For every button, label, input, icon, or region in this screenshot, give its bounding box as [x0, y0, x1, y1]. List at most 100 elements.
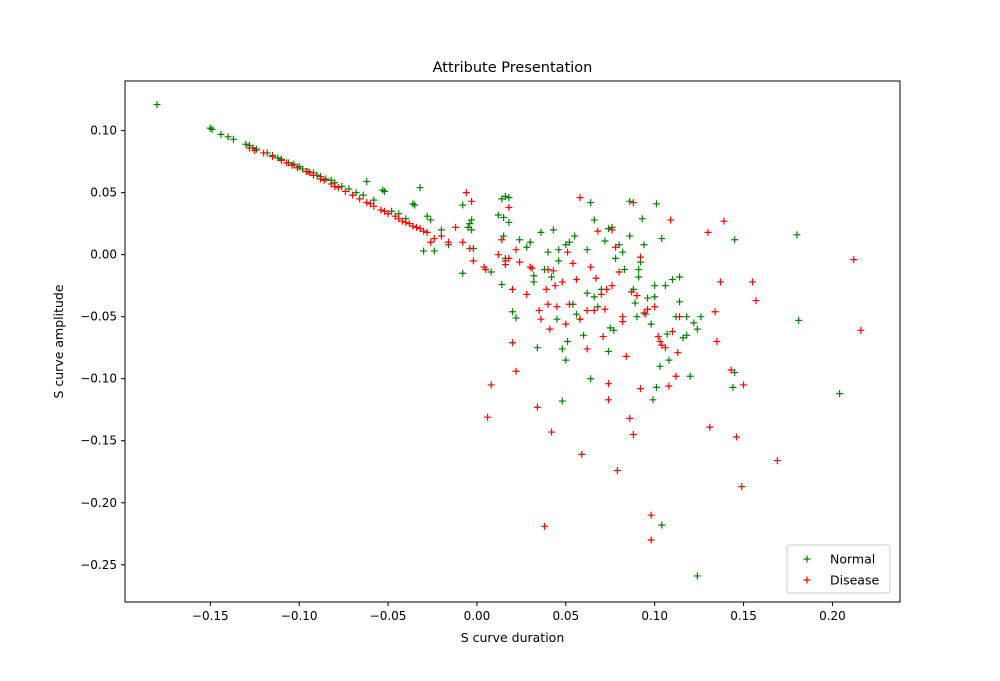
data-point — [572, 310, 580, 318]
data-point — [676, 313, 684, 321]
data-point — [679, 334, 687, 342]
data-point — [752, 297, 760, 305]
data-point — [608, 282, 616, 290]
data-point — [423, 212, 431, 220]
data-point — [580, 331, 588, 339]
data-point — [562, 241, 570, 249]
data-point — [628, 288, 636, 296]
data-point — [629, 431, 637, 439]
data-point — [469, 257, 477, 265]
data-point — [523, 290, 531, 298]
plot-frame — [124, 80, 901, 603]
data-point — [462, 189, 470, 197]
data-point — [548, 428, 556, 436]
data-point — [649, 396, 657, 404]
data-point — [578, 450, 586, 458]
data-point — [509, 285, 516, 293]
data-point — [603, 285, 611, 293]
data-point — [652, 383, 660, 391]
data-point — [459, 269, 467, 277]
data-point — [537, 228, 545, 236]
data-point — [309, 171, 317, 179]
data-point — [658, 235, 666, 243]
data-point — [549, 267, 557, 275]
data-point — [501, 192, 509, 200]
data-point — [599, 333, 607, 341]
data-point — [356, 195, 364, 203]
data-point — [793, 231, 801, 239]
data-point — [640, 309, 648, 317]
data-point — [720, 217, 728, 225]
data-point — [494, 211, 502, 219]
data-point — [674, 349, 682, 357]
data-point — [693, 325, 701, 333]
data-point — [509, 308, 516, 316]
data-point — [535, 306, 543, 314]
data-point — [729, 383, 737, 391]
data-point — [658, 341, 666, 349]
data-point — [565, 300, 573, 308]
data-point — [608, 226, 616, 234]
data-point — [537, 315, 545, 323]
data-point — [512, 246, 520, 254]
data-point — [391, 212, 399, 220]
data-point — [672, 372, 680, 380]
data-point — [345, 185, 353, 193]
x-tick-label: −0.10 — [281, 609, 318, 623]
data-point — [647, 536, 655, 544]
data-point — [466, 220, 474, 228]
data-point — [642, 310, 650, 318]
data-point — [683, 313, 691, 321]
data-point — [592, 274, 600, 282]
legend-marker-disease — [803, 576, 811, 584]
data-point — [370, 196, 378, 204]
data-point — [604, 347, 612, 355]
data-point — [512, 367, 520, 375]
data-point — [601, 237, 609, 245]
data-point — [572, 275, 580, 283]
data-point — [269, 153, 277, 161]
data-point — [505, 254, 513, 262]
data-point — [583, 246, 591, 254]
data-point — [420, 247, 428, 255]
data-point — [604, 225, 612, 233]
data-point — [153, 101, 161, 109]
data-point — [654, 333, 662, 341]
x-tick-label: 0.20 — [819, 609, 846, 623]
x-tick-label: 0.15 — [730, 609, 757, 623]
data-point — [562, 320, 570, 328]
data-point — [395, 215, 403, 223]
data-point — [398, 217, 406, 225]
legend-marker-normal — [803, 555, 811, 563]
data-point — [647, 511, 655, 519]
y-tick-label: −0.15 — [80, 434, 117, 448]
data-point — [468, 197, 476, 205]
data-point — [405, 220, 413, 228]
data-point — [542, 285, 550, 293]
data-point — [334, 184, 342, 192]
data-point — [676, 298, 684, 306]
data-point — [466, 244, 474, 252]
data-point — [576, 315, 584, 323]
data-point — [420, 227, 428, 235]
data-point — [606, 324, 614, 332]
data-point — [459, 238, 467, 246]
data-point — [604, 380, 612, 388]
data-point — [562, 356, 570, 364]
data-point — [619, 318, 627, 326]
data-point — [494, 251, 502, 259]
data-point — [288, 161, 296, 169]
legend-box — [786, 544, 891, 594]
data-point — [437, 232, 445, 240]
data-point — [773, 457, 781, 465]
data-point — [587, 199, 595, 207]
data-point — [544, 248, 552, 256]
data-point — [468, 216, 476, 224]
data-point — [652, 200, 660, 208]
data-point — [498, 280, 506, 288]
data-point — [631, 299, 639, 307]
data-point — [551, 282, 559, 290]
data-point — [516, 258, 524, 266]
data-point — [416, 184, 424, 192]
data-point — [526, 238, 534, 246]
